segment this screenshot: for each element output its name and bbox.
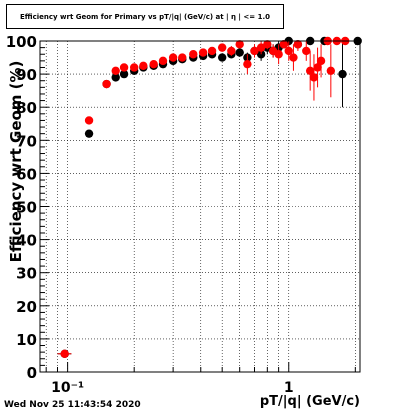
y-tick-label: 50 <box>16 199 37 217</box>
y-tick-label: 30 <box>16 265 37 283</box>
data-point <box>235 40 244 49</box>
y-tick-label: 100 <box>6 33 37 51</box>
data-point <box>302 46 311 56</box>
data-point <box>305 66 315 75</box>
y-tick-label: 90 <box>16 66 37 84</box>
x-tick-label: 10⁻¹ <box>51 380 84 396</box>
data-point <box>284 46 293 56</box>
data-point <box>326 66 336 75</box>
grid-layer <box>40 41 360 372</box>
tick-layer: 0 10 20 30 40 50 60 70 80 90 100 10⁻¹ 1 <box>6 33 356 396</box>
chart-title: Efficiency wrt Geom for Primary vs pT/|q… <box>6 4 284 29</box>
data-point <box>189 50 198 59</box>
data-point <box>217 53 227 62</box>
y-tick-label: 0 <box>27 364 37 382</box>
data-point <box>274 50 283 59</box>
data-point <box>243 59 252 69</box>
data-point <box>111 66 120 75</box>
data-series <box>57 36 350 358</box>
timestamp: Wed Nov 25 11:43:54 2020 <box>4 400 141 410</box>
data-point <box>263 40 272 49</box>
data-point <box>256 43 266 52</box>
chart-title-text: Efficiency wrt Geom for Primary vs pT/|q… <box>20 12 270 21</box>
y-tick-label: 70 <box>16 132 37 150</box>
data-point <box>250 46 259 56</box>
y-tick-label: 10 <box>16 331 37 349</box>
data-point <box>129 63 139 72</box>
data-point <box>139 61 148 71</box>
data-point <box>198 48 208 57</box>
data-point <box>235 48 244 57</box>
y-tick-label: 60 <box>16 165 37 183</box>
data-point <box>217 43 227 52</box>
data-point <box>207 46 217 56</box>
data-point <box>178 53 187 62</box>
data-point <box>84 129 94 138</box>
data-point <box>227 46 236 56</box>
data-point <box>279 40 289 49</box>
data-point <box>102 79 111 89</box>
data-point <box>316 56 326 66</box>
data-point <box>158 56 168 66</box>
y-tick-label: 80 <box>16 99 37 117</box>
x-tick-label: 1 <box>284 380 294 396</box>
data-point <box>119 69 129 79</box>
data-point <box>111 73 120 82</box>
data-point <box>168 53 178 62</box>
data-point <box>60 349 69 358</box>
data-point <box>309 73 319 82</box>
series-layer <box>57 36 362 358</box>
y-axis-label: Efficiency wrt Geom (%) <box>7 61 25 263</box>
data-point <box>149 59 158 69</box>
data-point <box>313 63 322 72</box>
data-point <box>84 116 94 125</box>
y-tick-label: 40 <box>16 232 37 250</box>
data-point <box>289 53 298 62</box>
data-point <box>338 69 347 79</box>
x-axis-label: pT/|q| (GeV/c) <box>260 394 360 409</box>
data-point <box>119 63 129 72</box>
data-point <box>293 40 303 49</box>
y-tick-label: 20 <box>16 298 37 316</box>
